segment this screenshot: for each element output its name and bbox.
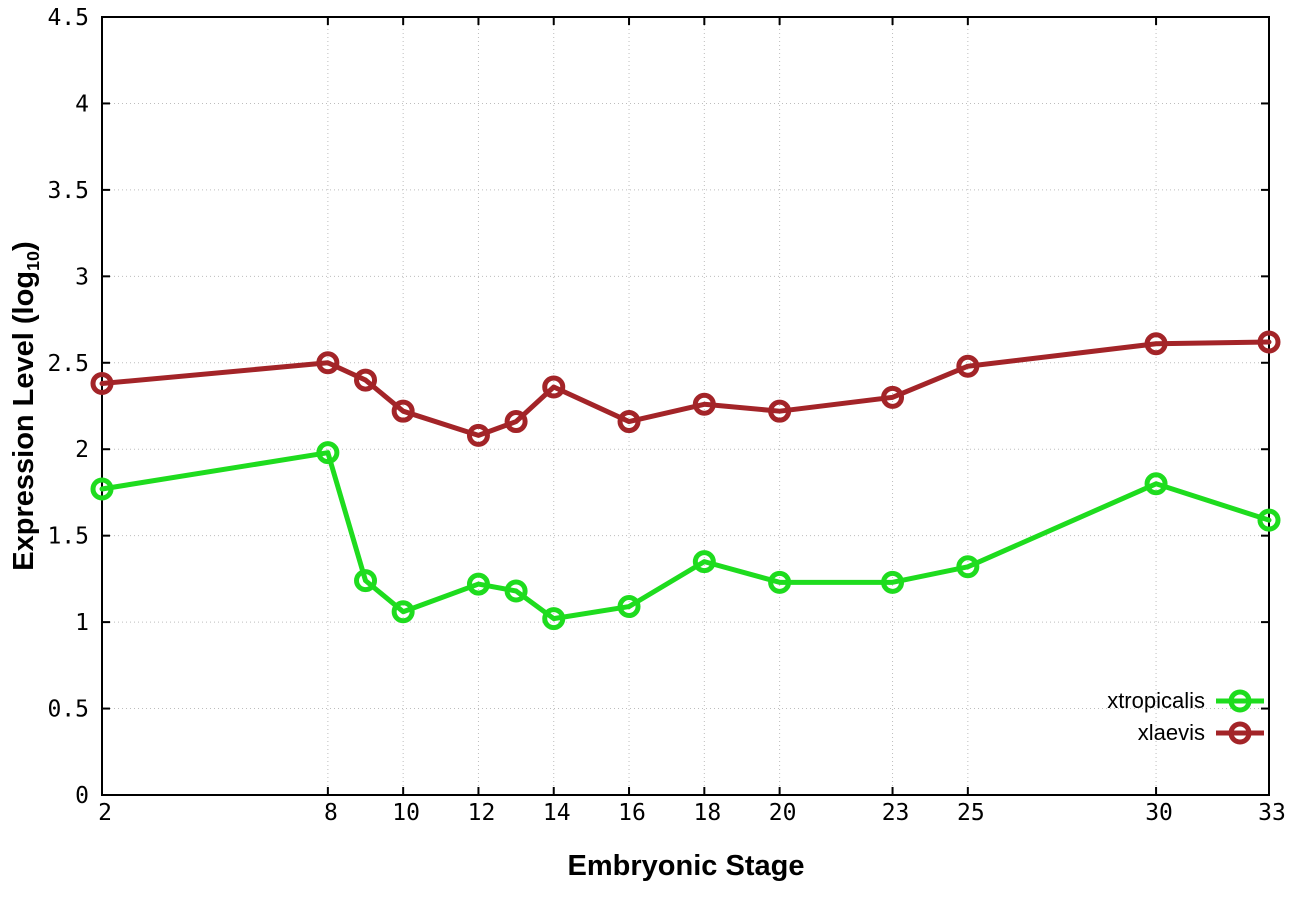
data-point-xlaevis-stage-8 — [316, 351, 340, 375]
y-tick-label: 2 — [75, 437, 89, 463]
y-tick-label: 4.5 — [47, 5, 89, 31]
y-axis-title-subscript: 10 — [23, 250, 44, 271]
data-point-xlaevis-stage-14 — [542, 375, 566, 399]
x-tick-label: 2 — [98, 800, 112, 826]
axis-ticks — [101, 16, 1270, 796]
x-tick-label: 16 — [618, 800, 646, 826]
data-point-xtropicalis-stage-16 — [617, 595, 641, 619]
data-point-xtropicalis-stage-12 — [466, 572, 490, 596]
x-tick-label: 12 — [468, 800, 496, 826]
data-point-xtropicalis-stage-18 — [692, 550, 716, 574]
plot-border — [101, 16, 1270, 796]
x-tick-label: 25 — [957, 800, 985, 826]
legend-marker-xlaevis — [1216, 721, 1264, 744]
y-axis-title-text: Expression Level (log — [7, 270, 40, 571]
y-tick-label: 2.5 — [47, 351, 89, 377]
data-point-xtropicalis-stage-23 — [881, 570, 905, 594]
x-tick-label: 8 — [324, 800, 338, 826]
y-axis-title-close: ) — [7, 241, 40, 251]
legend: xtropicalis xlaevis — [1107, 685, 1266, 748]
x-tick-label: 14 — [543, 800, 571, 826]
x-tick-label: 18 — [693, 800, 721, 826]
data-point-xtropicalis-stage-33 — [1257, 508, 1281, 532]
x-tick-label: 33 — [1258, 800, 1286, 826]
data-point-xlaevis-stage-20 — [768, 399, 792, 423]
x-tick-label: 23 — [882, 800, 910, 826]
data-point-xlaevis-stage-2 — [90, 372, 114, 396]
data-point-xlaevis-stage-10 — [391, 399, 415, 423]
legend-item-xlaevis: xlaevis — [1138, 717, 1266, 748]
y-tick-label: 4 — [75, 91, 89, 117]
y-tick-label: 3.5 — [47, 178, 89, 204]
gridlines — [101, 16, 1270, 796]
data-point-xtropicalis-stage-2 — [90, 477, 114, 501]
data-point-xlaevis-stage-25 — [956, 354, 980, 378]
data-point-xtropicalis-stage-8 — [316, 441, 340, 465]
data-point-xlaevis-stage-9 — [354, 368, 378, 392]
tick-labels: 0 0.5 1 1.5 2 2.5 3 3.5 4 4.5 2 8 10 12 14 16 18 20 23 25 30… — [47, 5, 1285, 826]
y-tick-label: 0.5 — [47, 697, 89, 723]
data-point-xtropicalis-stage-25 — [956, 555, 980, 579]
legend-item-xtropicalis: xtropicalis — [1107, 685, 1266, 716]
y-axis-title: Expression Level (log10) — [8, 241, 44, 570]
y-tick-label: 1.5 — [47, 524, 89, 550]
data-point-xtropicalis-stage-10 — [391, 600, 415, 624]
series-xlaevis — [90, 330, 1281, 447]
data-point-xlaevis-stage-33 — [1257, 330, 1281, 354]
data-point-xlaevis-stage-16 — [617, 410, 641, 434]
legend-marker-xtropicalis — [1216, 689, 1264, 712]
x-tick-label: 20 — [769, 800, 797, 826]
x-tick-label: 10 — [392, 800, 420, 826]
x-axis-title: Embryonic Stage — [567, 850, 805, 882]
data-point-xlaevis-stage-30 — [1144, 332, 1168, 356]
data-point-xtropicalis-stage-30 — [1144, 472, 1168, 496]
y-tick-label: 0 — [75, 783, 89, 809]
series-line-xtropicalis — [99, 450, 1272, 622]
data-point-xlaevis-stage-18 — [692, 392, 716, 416]
data-point-xtropicalis-stage-14 — [542, 607, 566, 631]
data-point-xlaevis-stage-12 — [466, 423, 490, 447]
y-tick-label: 3 — [75, 264, 89, 290]
legend-label-xlaevis: xlaevis — [1137, 719, 1205, 745]
data-point-xlaevis-stage-13 — [504, 410, 528, 434]
data-point-xlaevis-stage-23 — [881, 385, 905, 409]
data-point-xtropicalis-stage-13 — [504, 579, 528, 603]
data-point-xtropicalis-stage-9 — [354, 569, 378, 593]
series-line-xlaevis — [99, 339, 1272, 438]
y-tick-label: 1 — [75, 610, 89, 636]
x-tick-label: 30 — [1145, 800, 1173, 826]
data-point-xtropicalis-stage-20 — [768, 570, 792, 594]
series-xtropicalis — [90, 441, 1281, 631]
legend-label-xtropicalis: xtropicalis — [1107, 687, 1205, 713]
